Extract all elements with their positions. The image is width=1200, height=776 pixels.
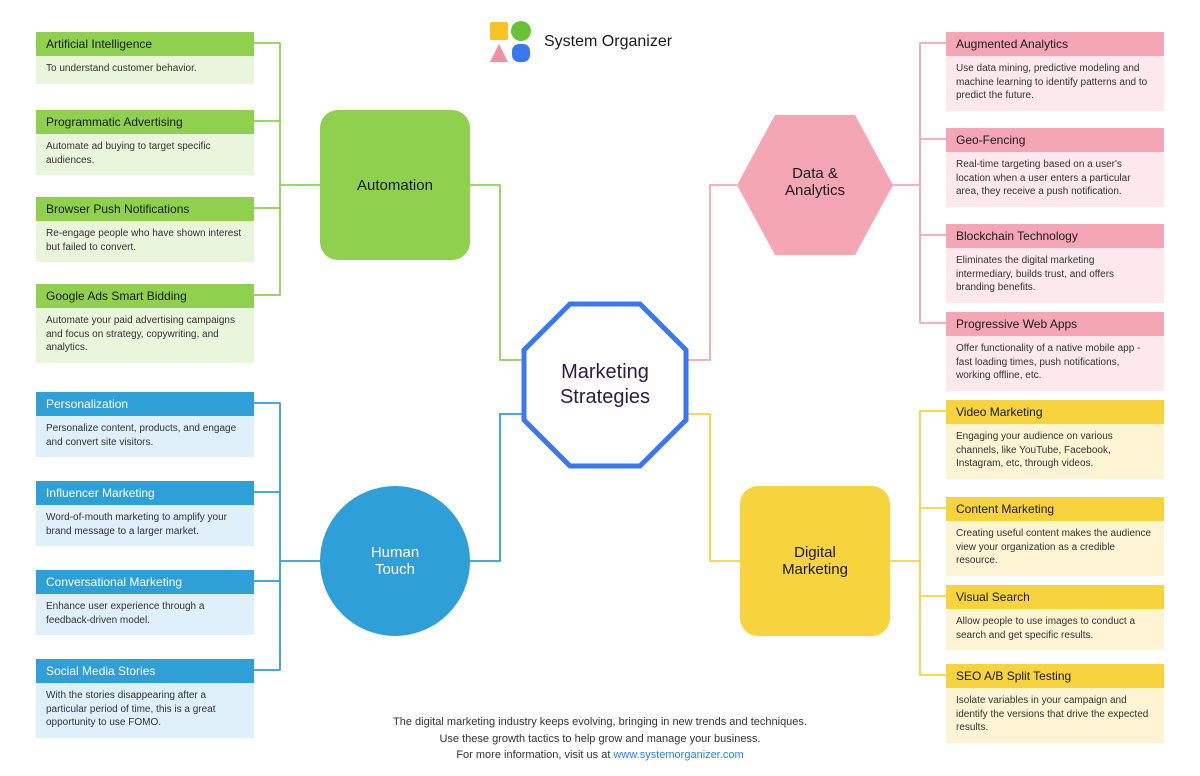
automation-item: Artificial IntelligenceTo understand cus… [36, 32, 254, 84]
digital-item-title: Visual Search [946, 585, 1164, 609]
digital-item-desc: Isolate variables in your campaign and i… [946, 688, 1164, 743]
data-item-desc: Real-time targeting based on a user's lo… [946, 152, 1164, 207]
data-item: Progressive Web AppsOffer functionality … [946, 312, 1164, 391]
node-digital-label-1: Digital [794, 544, 836, 561]
human-item-desc: Enhance user experience through a feedba… [36, 594, 254, 635]
data-item: Blockchain TechnologyEliminates the digi… [946, 224, 1164, 303]
footer-text: The digital marketing industry keeps evo… [240, 714, 960, 764]
digital-item: Video MarketingEngaging your audience on… [946, 400, 1164, 479]
human-item-desc: With the stories disappearing after a pa… [36, 683, 254, 738]
logo-icon [488, 20, 532, 64]
human-item-title: Influencer Marketing [36, 481, 254, 505]
node-digital-label-2: Marketing [782, 561, 848, 578]
node-data-label-2: Analytics [785, 182, 845, 199]
digital-item-desc: Engaging your audience on various channe… [946, 424, 1164, 479]
footer-link[interactable]: www.systemorganizer.com [613, 749, 743, 761]
center-label-1: Marketing [561, 361, 649, 383]
data-item-title: Blockchain Technology [946, 224, 1164, 248]
digital-item-desc: Allow people to use images to conduct a … [946, 609, 1164, 650]
center-label-2: Strategies [560, 386, 650, 408]
brand-logo: System Organizer [488, 20, 672, 64]
digital-item-title: Content Marketing [946, 497, 1164, 521]
digital-item-title: Video Marketing [946, 400, 1164, 424]
digital-item-title: SEO A/B Split Testing [946, 664, 1164, 688]
human-item-desc: Personalize content, products, and engag… [36, 416, 254, 457]
center-node: Marketing Strategies [520, 300, 690, 470]
digital-item: SEO A/B Split TestingIsolate variables i… [946, 664, 1164, 743]
data-item-title: Augmented Analytics [946, 32, 1164, 56]
human-item: Conversational MarketingEnhance user exp… [36, 570, 254, 635]
node-data-label-1: Data & [792, 165, 838, 182]
human-item-desc: Word-of-mouth marketing to amplify your … [36, 505, 254, 546]
human-item-title: Conversational Marketing [36, 570, 254, 594]
data-item-desc: Use data mining, predictive modeling and… [946, 56, 1164, 111]
data-item-desc: Eliminates the digital marketing interme… [946, 248, 1164, 303]
digital-item: Visual SearchAllow people to use images … [946, 585, 1164, 650]
footer-line3-prefix: For more information, visit us at [456, 749, 613, 761]
data-item: Geo-FencingReal-time targeting based on … [946, 128, 1164, 207]
data-item-title: Progressive Web Apps [946, 312, 1164, 336]
brand-name: System Organizer [544, 33, 672, 51]
node-automation: Automation [320, 110, 470, 260]
data-item-desc: Offer functionality of a native mobile a… [946, 336, 1164, 391]
digital-item: Content MarketingCreating useful content… [946, 497, 1164, 576]
automation-item: Browser Push NotificationsRe-engage peop… [36, 197, 254, 262]
digital-item-desc: Creating useful content makes the audien… [946, 521, 1164, 576]
human-item-title: Personalization [36, 392, 254, 416]
footer-line2: Use these growth tactics to help grow an… [439, 733, 760, 745]
human-item: PersonalizationPersonalize content, prod… [36, 392, 254, 457]
human-item: Influencer MarketingWord-of-mouth market… [36, 481, 254, 546]
automation-item-title: Programmatic Advertising [36, 110, 254, 134]
human-item: Social Media StoriesWith the stories dis… [36, 659, 254, 738]
automation-item: Programmatic AdvertisingAutomate ad buyi… [36, 110, 254, 175]
automation-item-title: Artificial Intelligence [36, 32, 254, 56]
automation-item-desc: Automate your paid advertising campaigns… [36, 308, 254, 363]
automation-item-title: Google Ads Smart Bidding [36, 284, 254, 308]
footer-line1: The digital marketing industry keeps evo… [393, 716, 807, 728]
node-human: Human Touch [320, 486, 470, 636]
automation-item-desc: Re-engage people who have shown interest… [36, 221, 254, 262]
automation-item: Google Ads Smart BiddingAutomate your pa… [36, 284, 254, 363]
automation-item-desc: Automate ad buying to target specific au… [36, 134, 254, 175]
automation-item-title: Browser Push Notifications [36, 197, 254, 221]
automation-item-desc: To understand customer behavior. [36, 56, 254, 84]
node-human-label-1: Human [371, 544, 419, 561]
node-automation-label: Automation [357, 177, 433, 194]
data-item: Augmented AnalyticsUse data mining, pred… [946, 32, 1164, 111]
node-digital: Digital Marketing [740, 486, 890, 636]
data-item-title: Geo-Fencing [946, 128, 1164, 152]
human-item-title: Social Media Stories [36, 659, 254, 683]
node-data: Data & Analytics [735, 110, 895, 260]
node-human-label-2: Touch [375, 561, 415, 578]
